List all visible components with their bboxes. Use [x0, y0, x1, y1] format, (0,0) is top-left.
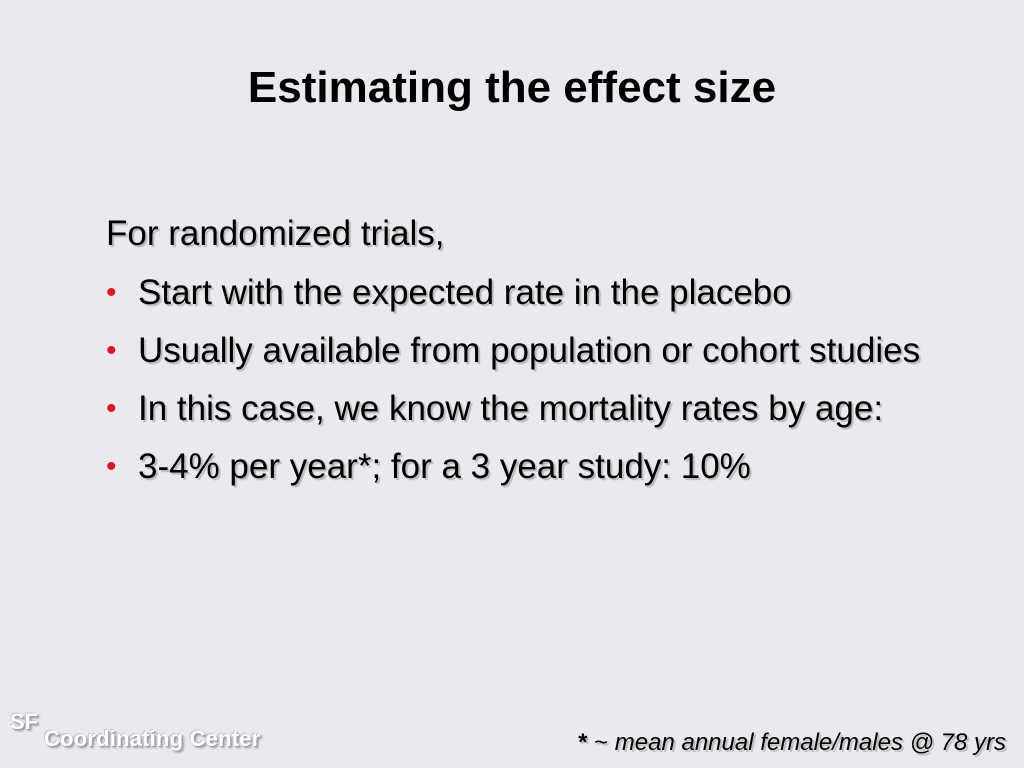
footnote: * ~ mean annual female/males @ 78 yrs: [578, 726, 1006, 760]
bullet-text: Usually available from population or coh…: [138, 331, 921, 370]
intro-text: For randomized trials,: [106, 214, 445, 253]
sf-coordinating-center-logo: SF Coordinating Center: [10, 708, 310, 758]
bullet-list: • Start with the expected rate in the pl…: [106, 271, 966, 489]
bullet-dot-icon: •: [106, 450, 117, 483]
slide-body: For randomized trials, • Start with the …: [106, 212, 966, 503]
bullet-text: Start with the expected rate in the plac…: [138, 273, 792, 312]
footnote-text: mean annual female/males @ 78 yrs: [614, 729, 1006, 756]
logo-coordinating-center: Coordinating Center: [44, 726, 261, 751]
slide-title: Estimating the effect size: [247, 63, 777, 112]
bullet-dot-icon: •: [106, 276, 117, 309]
bullet-text: In this case, we know the mortality rate…: [138, 389, 884, 428]
bullet-text: 3-4% per year*; for a 3 year study: 10%: [138, 447, 751, 486]
footnote-tilde: ~: [594, 729, 609, 756]
bullet-item: • Start with the expected rate in the pl…: [106, 271, 966, 315]
logo-sf: SF: [10, 709, 39, 734]
bullet-item: • Usually available from population or c…: [106, 329, 966, 373]
bullet-dot-icon: •: [106, 392, 117, 425]
bullet-item: • In this case, we know the mortality ra…: [106, 387, 966, 431]
bullet-item: • 3-4% per year*; for a 3 year study: 10…: [106, 445, 966, 489]
footnote-asterisk: *: [578, 729, 588, 756]
bullet-dot-icon: •: [106, 334, 117, 367]
